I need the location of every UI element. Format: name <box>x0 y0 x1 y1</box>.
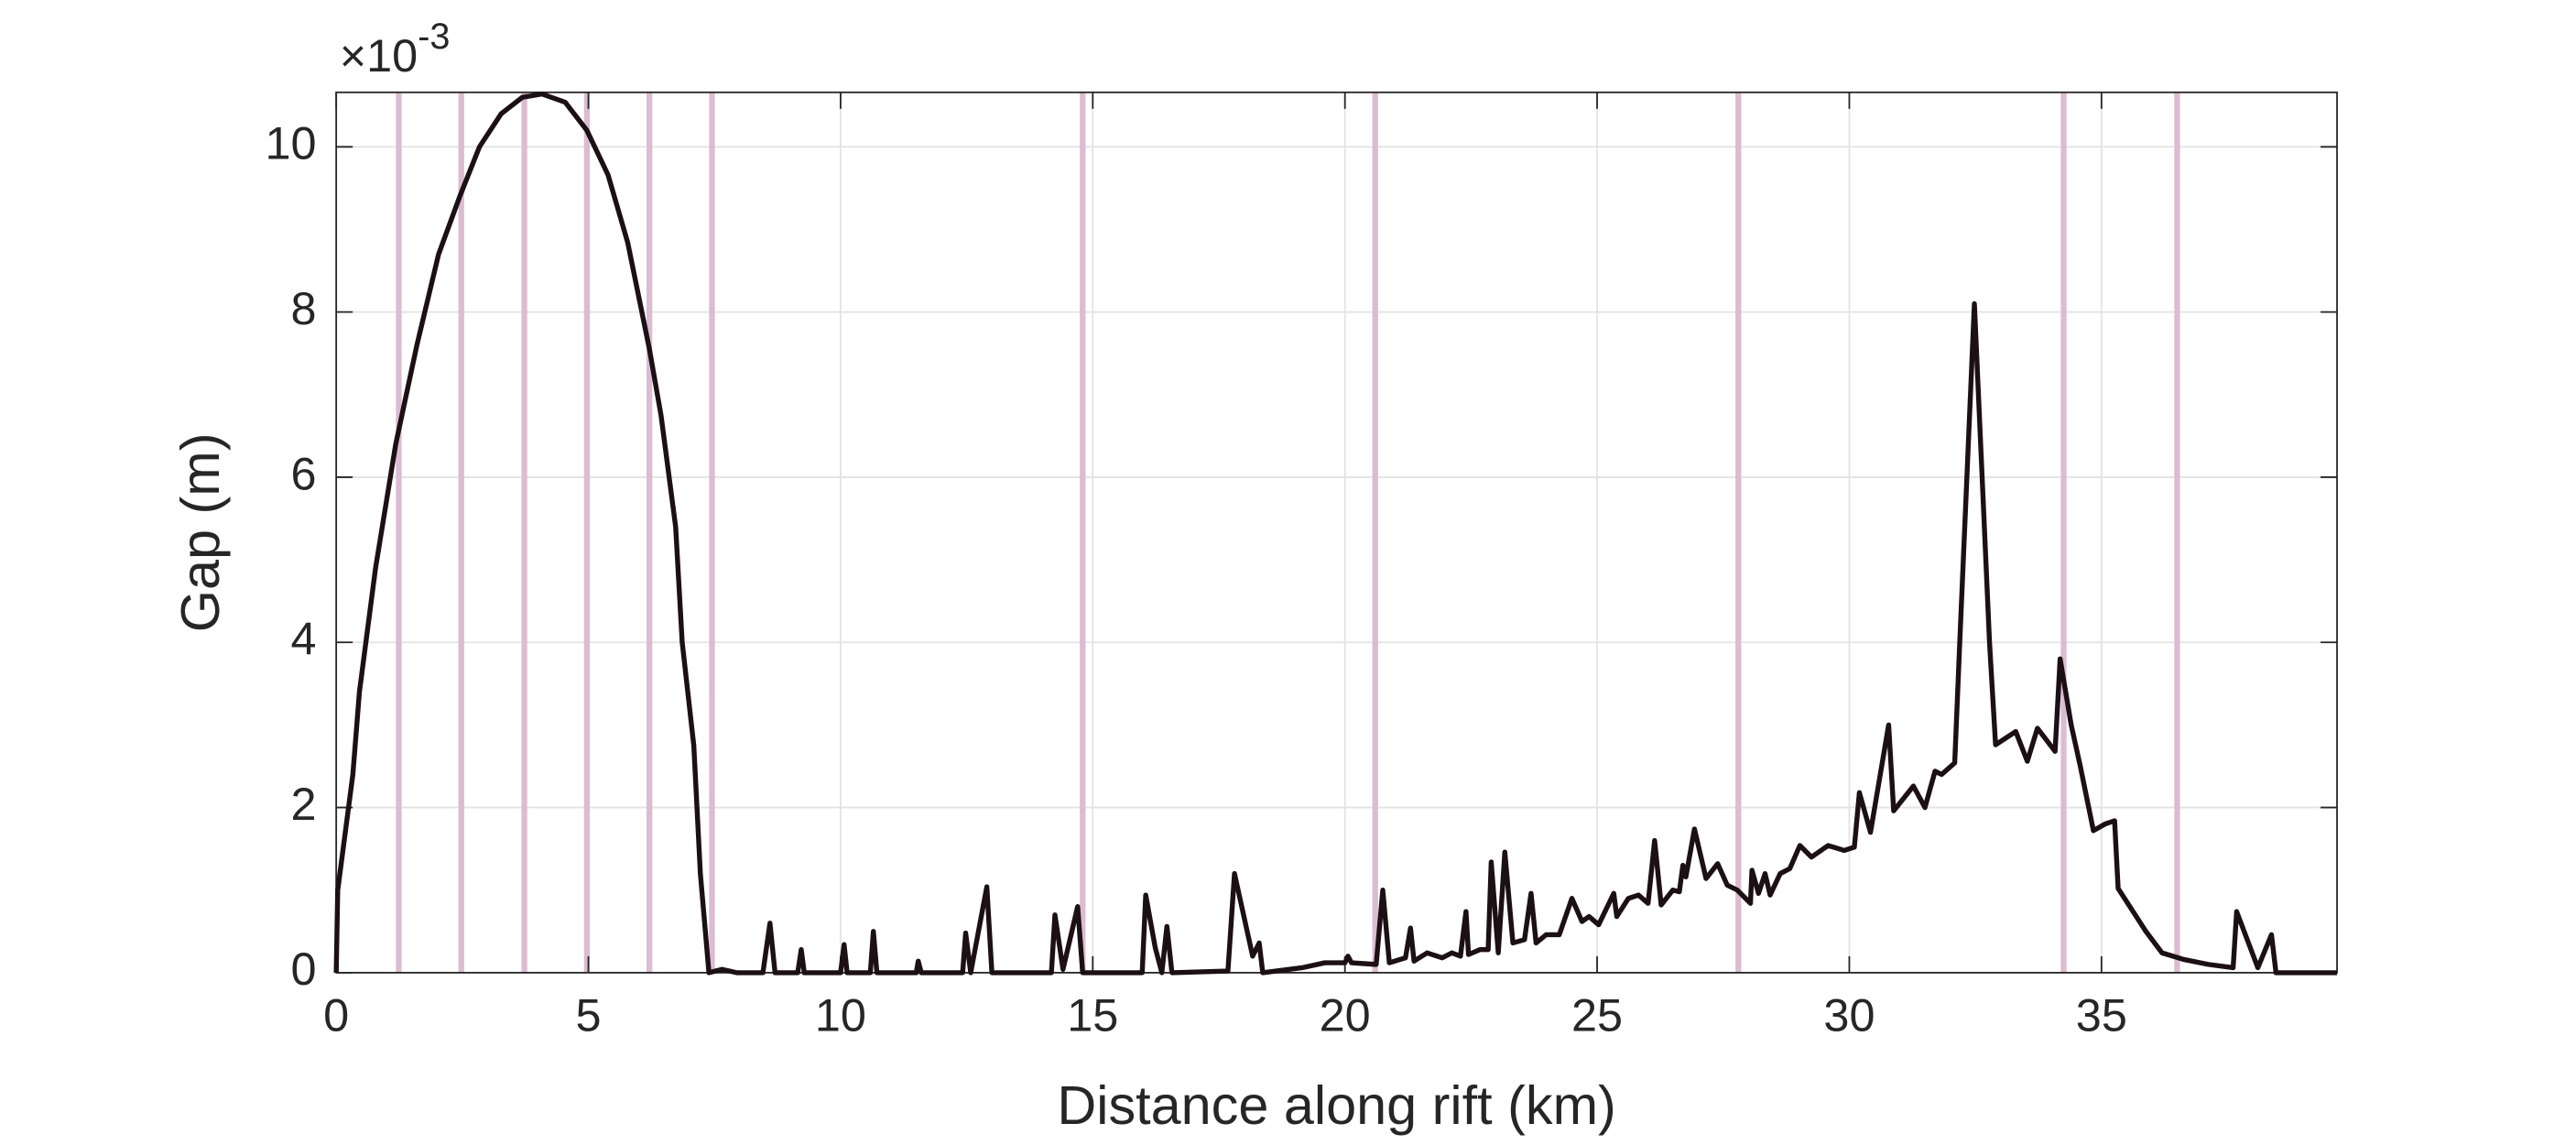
x-tick-label: 30 <box>1823 989 1875 1041</box>
multiplier-base: ×10 <box>340 29 418 82</box>
y-tick-label: 0 <box>291 943 317 995</box>
data-line <box>333 91 2338 976</box>
y-tick-label: 6 <box>291 447 317 499</box>
x-tick-label: 5 <box>576 989 602 1041</box>
y-tick-label: 8 <box>291 282 317 334</box>
multiplier-exponent: -3 <box>418 17 450 58</box>
y-multiplier: ×10-3 <box>340 17 451 82</box>
y-tick-label: 4 <box>291 613 317 665</box>
x-tick-label: 0 <box>323 989 349 1041</box>
y-tick-label: 10 <box>266 117 317 169</box>
x-tick-label: 10 <box>815 989 866 1041</box>
x-tick-label: 15 <box>1067 989 1118 1041</box>
x-axis-label: Distance along rift (km) <box>1057 1074 1615 1136</box>
x-tick-label: 35 <box>2076 989 2127 1041</box>
x-tick-label: 20 <box>1320 989 1371 1041</box>
y-axis-label: Gap (m) <box>169 432 231 632</box>
plot-frame <box>335 91 2338 974</box>
x-tick-label: 25 <box>1571 989 1623 1041</box>
y-tick-label: 2 <box>291 778 317 830</box>
